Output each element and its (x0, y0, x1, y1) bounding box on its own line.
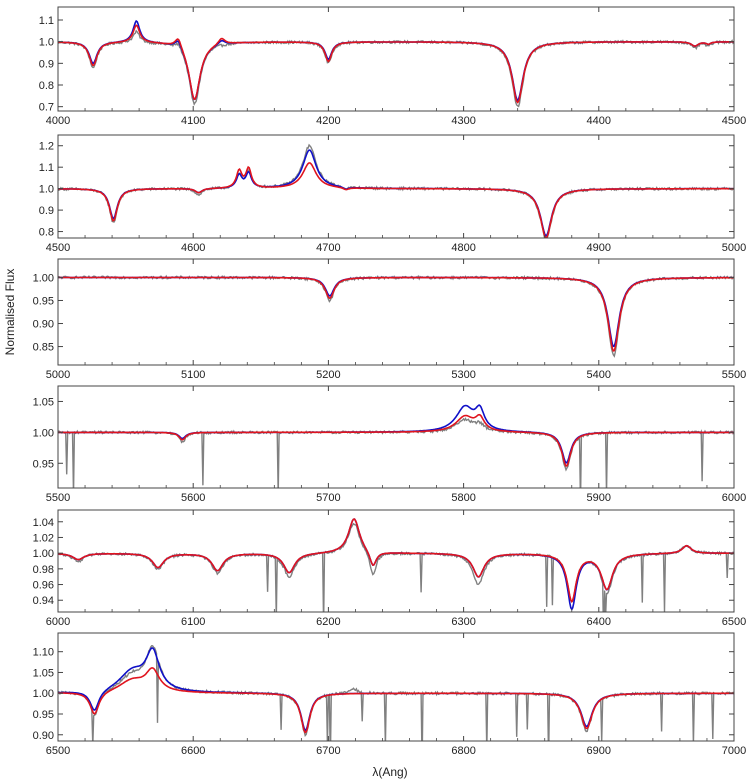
x-axis-label: λ(Ang) (372, 765, 407, 779)
y-tick-label: 0.90 (33, 730, 54, 742)
panel-frame (57, 258, 735, 366)
x-tick-label: 4200 (316, 115, 340, 127)
y-tick-label: 1.00 (33, 548, 54, 560)
x-tick-label: 6200 (316, 616, 340, 628)
y-tick-label: 1.00 (33, 272, 54, 284)
y-tick-label: 0.96 (33, 580, 54, 592)
y-tick-label: 1.2 (39, 141, 54, 153)
y-tick-label: 0.9 (39, 205, 54, 217)
x-tick-label: 6900 (587, 745, 611, 757)
y-tick-label: 1.05 (33, 667, 54, 679)
x-tick-label: 7000 (722, 745, 746, 757)
x-tick-label: 4500 (722, 115, 746, 127)
series-line-observed (58, 143, 734, 238)
y-tick-label: 0.95 (33, 458, 54, 470)
y-tick-label: 1.0 (39, 37, 54, 49)
series-line-model_blue (58, 276, 734, 348)
panel-frame (57, 509, 735, 613)
x-tick-label: 6000 (722, 492, 746, 504)
series-line-model_red (58, 24, 734, 104)
x-tick-label: 4500 (46, 242, 70, 254)
x-tick-label: 4300 (451, 115, 475, 127)
y-axis-label: Normalised Flux (3, 269, 17, 356)
x-tick-label: 4400 (587, 115, 611, 127)
x-tick-label: 5200 (316, 369, 340, 381)
x-tick-label: 4700 (316, 242, 340, 254)
y-tick-label: 1.02 (33, 532, 54, 544)
y-tick-label: 0.7 (39, 102, 54, 114)
y-tick-label: 0.9 (39, 58, 54, 70)
x-tick-label: 6000 (46, 616, 70, 628)
x-tick-label: 5500 (46, 492, 70, 504)
spectrum-panel-2: 4500 4600 4700 4800 4900 5000 0.8 0.9 1.0 1.1 1.2 (39, 134, 746, 254)
y-tick-label: 1.04 (33, 517, 54, 529)
x-tick-label: 5000 (46, 369, 70, 381)
series-line-observed (58, 522, 734, 612)
x-tick-label: 5000 (722, 242, 746, 254)
spectrum-panel-4: 5500 5600 5700 5800 5900 6000 0.95 1.00 1.05 (33, 385, 746, 504)
x-tick-label: 5900 (587, 492, 611, 504)
panel-frame (57, 632, 735, 742)
y-tick-label: 1.1 (39, 15, 54, 27)
panel-frame (57, 385, 735, 489)
x-tick-label: 6800 (451, 745, 475, 757)
x-tick-label: 5300 (451, 369, 475, 381)
x-tick-label: 6700 (316, 745, 340, 757)
x-tick-label: 5400 (587, 369, 611, 381)
x-tick-label: 4600 (181, 242, 205, 254)
panel-frame (57, 134, 735, 239)
series-line-model_red (58, 413, 734, 467)
x-tick-label: 5700 (316, 492, 340, 504)
y-tick-label: 0.8 (39, 80, 54, 92)
y-tick-label: 1.00 (33, 688, 54, 700)
x-tick-label: 4900 (587, 242, 611, 254)
y-tick-label: 0.98 (33, 564, 54, 576)
x-tick-label: 6500 (46, 745, 70, 757)
y-tick-label: 0.8 (39, 227, 54, 239)
x-tick-label: 4100 (181, 115, 205, 127)
series-line-model_red (58, 667, 734, 734)
x-tick-label: 5600 (181, 492, 205, 504)
spectrum-panel-6: 6500 6600 6700 6800 6900 7000 0.90 0.95 1.00 1.05… (33, 632, 746, 757)
series-line-model_red (58, 162, 734, 238)
x-tick-label: 5800 (451, 492, 475, 504)
series-line-model_blue (58, 149, 734, 237)
x-tick-label: 6100 (181, 616, 205, 628)
x-tick-label: 6500 (722, 616, 746, 628)
panel-frame (57, 6, 735, 112)
series-line-model_blue (58, 404, 734, 464)
y-tick-label: 0.95 (33, 295, 54, 307)
y-tick-label: 0.94 (33, 595, 54, 607)
x-tick-label: 5100 (181, 369, 205, 381)
y-tick-label: 1.10 (33, 647, 54, 659)
x-tick-label: 6600 (181, 745, 205, 757)
x-tick-label: 6400 (587, 616, 611, 628)
x-tick-label: 4800 (451, 242, 475, 254)
series-line-model_blue (58, 19, 734, 102)
y-tick-label: 0.90 (33, 319, 54, 331)
series-line-model_red (58, 518, 734, 604)
spectrum-panel-3: 5000 5100 5200 5300 5400 5500 0.85 0.90 0.95 1.00 (33, 258, 746, 381)
spectrum-panel-5: 6000 6100 6200 6300 6400 6500 0.94 0.96 0.98 1.00… (33, 509, 746, 628)
x-tick-label: 4000 (46, 115, 70, 127)
spectrum-panel-1: 4000 4100 4200 4300 4400 4500 0.7 0.8 0.9 1.0 1.1 (39, 6, 746, 127)
series-line-model_blue (58, 647, 734, 732)
x-tick-label: 6300 (451, 616, 475, 628)
y-tick-label: 1.00 (33, 427, 54, 439)
series-line-model_blue (58, 518, 734, 612)
series-line-observed (58, 274, 734, 358)
y-tick-label: 1.1 (39, 162, 54, 174)
y-tick-label: 1.0 (39, 184, 54, 196)
x-tick-label: 5500 (722, 369, 746, 381)
y-tick-label: 0.85 (33, 342, 54, 354)
y-tick-label: 0.95 (33, 709, 54, 721)
y-tick-label: 1.05 (33, 396, 54, 408)
series-line-model_red (58, 276, 734, 352)
